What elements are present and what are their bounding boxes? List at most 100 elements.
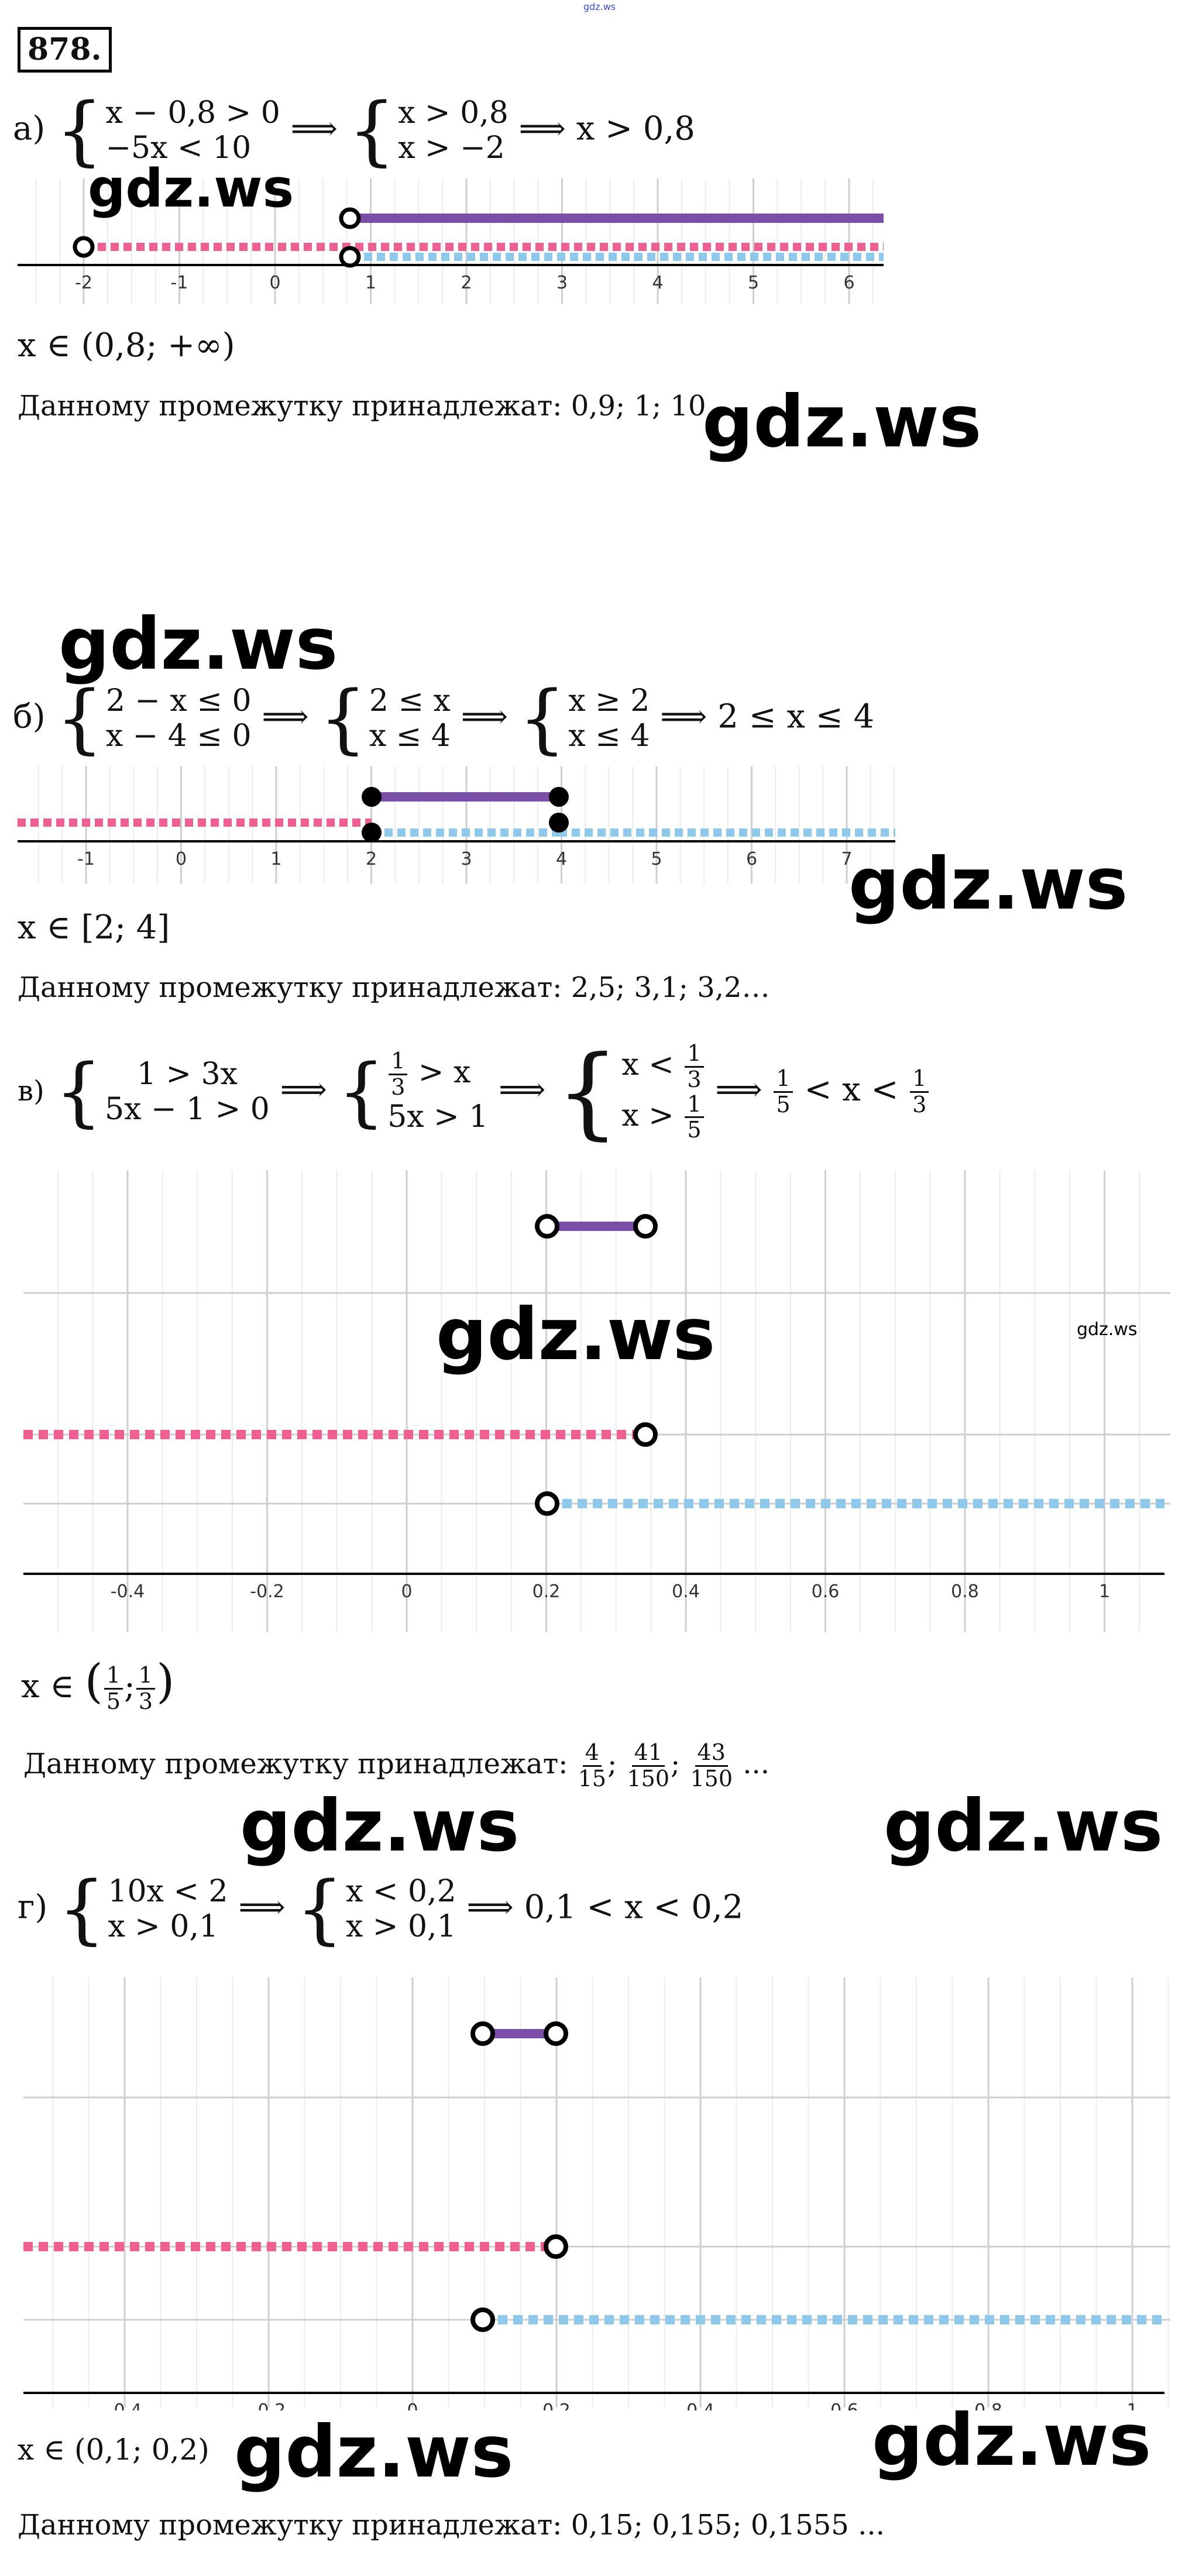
part-b-number-line: -1 0 1 2 3 4 5 6 7 bbox=[18, 766, 901, 883]
tick-label: 6 bbox=[746, 849, 757, 869]
tick-label: 0.8 bbox=[951, 1581, 979, 1602]
part-d-result: 0,1 < x < 0,2 bbox=[524, 1889, 744, 1927]
closed-point bbox=[362, 823, 382, 842]
implies-arrow: ⟹ bbox=[238, 1889, 285, 1927]
tick-label: -0.2 bbox=[252, 2400, 286, 2410]
tick-label: 5 bbox=[651, 849, 662, 869]
implies-arrow: ⟹ bbox=[466, 1889, 513, 1927]
open-point bbox=[537, 1216, 557, 1236]
part-b-answer: x ∈ [2; 4] bbox=[18, 910, 170, 946]
open-point bbox=[537, 1494, 557, 1514]
tick-label: 0.4 bbox=[686, 2400, 714, 2410]
watermark: gdz.ws bbox=[702, 380, 981, 463]
open-point bbox=[546, 2237, 566, 2257]
tick-label: 2 bbox=[366, 849, 377, 869]
open-point-set-2 bbox=[341, 248, 359, 266]
implies-arrow: ⟹ bbox=[660, 698, 707, 736]
open-point bbox=[635, 1216, 655, 1236]
tick-label: 4 bbox=[652, 273, 663, 293]
tick-label: -1 bbox=[77, 849, 95, 869]
tick-label: 6 bbox=[843, 273, 854, 293]
watermark: gdz.ws bbox=[240, 1784, 519, 1867]
open-point-intersection bbox=[341, 209, 359, 227]
part-a-result: x > 0,8 bbox=[576, 110, 695, 148]
part-c-label: в) bbox=[18, 1075, 44, 1108]
problem-number: 878. bbox=[18, 27, 112, 73]
tick-label: -1 bbox=[171, 273, 188, 293]
part-d-label: г) bbox=[18, 1889, 47, 1927]
part-a-system-2: {x > 0,8 x > −2 bbox=[348, 94, 509, 168]
tick-label: 0.6 bbox=[812, 1581, 840, 1602]
tick-label: 0.2 bbox=[542, 2400, 571, 2410]
closed-point bbox=[549, 813, 569, 833]
open-point bbox=[473, 2024, 493, 2044]
tick-label: 4 bbox=[556, 849, 567, 869]
tick-label: 0 bbox=[401, 1581, 412, 1602]
tick-label: 3 bbox=[461, 849, 472, 869]
tick-label: 1 bbox=[1099, 1581, 1110, 1602]
watermark: gdz.ws bbox=[884, 1784, 1163, 1867]
part-c-answer: x ∈ (1 5; 1 3) bbox=[21, 1656, 174, 1714]
open-point bbox=[546, 2024, 566, 2044]
part-c-graph: -0.4 -0.2 0 0.2 0.4 0.6 0.8 1 bbox=[23, 1170, 1170, 1638]
part-d-graph: -0.4 -0.2 0 0.2 0.4 0.6 0.8 1 bbox=[23, 1977, 1170, 2410]
tick-label: 0.4 bbox=[672, 1581, 700, 1602]
tick-label: 0.2 bbox=[532, 1581, 561, 1602]
tick-label: 1 bbox=[365, 273, 376, 293]
implies-arrow: ⟹ bbox=[715, 1071, 762, 1109]
part-d-belongs: Данному промежутку принадлежат: 0,15; 0,… bbox=[18, 2510, 885, 2541]
implies-arrow: ⟹ bbox=[499, 1071, 545, 1109]
implies-arrow: ⟹ bbox=[280, 1071, 327, 1109]
tick-label: -0.4 bbox=[111, 1581, 145, 1602]
closed-point bbox=[362, 787, 382, 807]
watermark: gdz.ws bbox=[872, 2399, 1151, 2482]
tick-label: -2 bbox=[75, 273, 92, 293]
watermark: gdz.ws bbox=[234, 2410, 513, 2494]
part-a-equation: а) {x − 0,8 > 0 −5x < 10 ⟹ {x > 0,8 x > −2… bbox=[13, 94, 695, 168]
watermark: gdz.ws bbox=[436, 1293, 715, 1376]
tick-label: 0.6 bbox=[830, 2400, 858, 2410]
tick-label: 0 bbox=[176, 849, 187, 869]
implies-arrow: ⟹ bbox=[291, 110, 338, 148]
tick-label: -0.2 bbox=[250, 1581, 284, 1602]
open-point bbox=[635, 1425, 655, 1445]
part-b-belongs: Данному промежутку принадлежат: 2,5; 3,1… bbox=[18, 972, 770, 1003]
tick-label: 0 bbox=[407, 2400, 418, 2410]
part-d-system-2: {x < 0,2 x > 0,1 bbox=[296, 1872, 456, 1947]
part-a-answer: x ∈ (0,8; +∞) bbox=[18, 328, 235, 364]
part-a-label: а) bbox=[13, 110, 45, 148]
tick-label: 3 bbox=[556, 273, 568, 293]
part-a-belongs: Данному промежутку принадлежат: 0,9; 1; … bbox=[18, 391, 734, 422]
tick-label: 1 bbox=[270, 849, 281, 869]
tick-label: 0 bbox=[269, 273, 280, 293]
top-watermark: gdz.ws bbox=[0, 1, 1199, 12]
part-c-belongs: Данному промежутку принадлежат: 4 15; 41 1… bbox=[23, 1741, 769, 1791]
implies-arrow: ⟹ bbox=[262, 698, 308, 736]
open-point bbox=[473, 2310, 493, 2330]
part-d-answer: x ∈ (0,1; 0,2) bbox=[18, 2434, 209, 2466]
closed-point bbox=[549, 787, 569, 807]
part-b-label: б) bbox=[13, 698, 46, 736]
implies-arrow: ⟹ bbox=[461, 698, 508, 736]
watermark: gdz.ws bbox=[59, 603, 338, 686]
part-b-result: 2 ≤ x ≤ 4 bbox=[717, 698, 874, 736]
watermark: gdz.ws bbox=[88, 158, 294, 219]
small-watermark: gdz.ws bbox=[1077, 1319, 1138, 1340]
implies-arrow: ⟹ bbox=[519, 110, 566, 148]
open-point-set-1 bbox=[75, 238, 92, 256]
tick-label: -0.4 bbox=[108, 2400, 142, 2410]
watermark: gdz.ws bbox=[848, 842, 1128, 926]
part-c-system-1: {1 > 3x 5x − 1 > 0 bbox=[55, 1055, 270, 1130]
tick-label: 5 bbox=[748, 273, 759, 293]
part-a-system-1: {x − 0,8 > 0 −5x < 10 bbox=[56, 94, 280, 168]
